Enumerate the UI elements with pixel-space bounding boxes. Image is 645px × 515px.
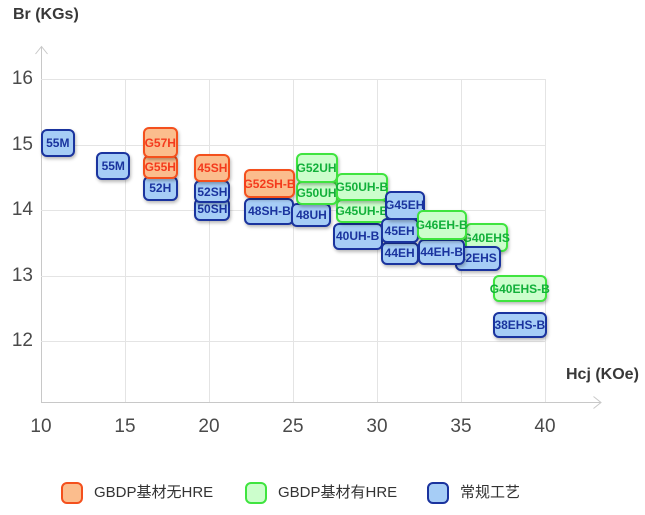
y-tick-label-16: 16 bbox=[11, 68, 33, 89]
grade-box-50sh: 50SH bbox=[194, 197, 231, 221]
grade-box-52sh: 52SH bbox=[194, 180, 231, 204]
gridline-x-25 bbox=[293, 79, 294, 402]
grade-box-g57h: G57H bbox=[142, 127, 178, 159]
y-tick-label-13: 13 bbox=[11, 264, 33, 286]
grade-box-40uh-b: 40UH-B bbox=[332, 222, 383, 250]
x-tick-label-40: 40 bbox=[534, 416, 556, 437]
grade-box-g46eh-b: G46EH-B bbox=[416, 210, 468, 241]
x-tick-label-20: 20 bbox=[198, 416, 220, 437]
grade-box-45eh: 45EH bbox=[380, 218, 419, 244]
y-tick-label-15: 15 bbox=[11, 133, 33, 155]
x-tick-label-30: 30 bbox=[366, 416, 388, 437]
grade-box-g50uh: G50UH bbox=[295, 180, 338, 205]
x-tick-label-25: 25 bbox=[282, 416, 304, 437]
grade-box-45sh: 45SH bbox=[194, 154, 231, 183]
grade-box-55m: 55M bbox=[96, 152, 131, 181]
grade-box-g52sh-b: G52SH-B bbox=[243, 169, 295, 199]
gridline-x-40 bbox=[545, 79, 546, 402]
x-tick-label-10: 10 bbox=[30, 416, 52, 437]
y-axis-title: Br (KGs) bbox=[13, 6, 79, 23]
grade-box-g52uh: G52UH bbox=[295, 153, 338, 184]
x-axis-title: Hcj (KOe) bbox=[566, 366, 639, 383]
grade-box-44eh-b: 44EH-B bbox=[418, 238, 466, 265]
grade-box-48uh: 48UH bbox=[291, 203, 332, 228]
grade-box-38ehs-b: 38EHS-B bbox=[492, 312, 547, 339]
x-tick-label-15: 15 bbox=[114, 416, 136, 437]
x-tick-label-35: 35 bbox=[450, 416, 472, 437]
grade-box-48sh-b: 48SH-B bbox=[244, 197, 295, 225]
grade-box-g50uh-b: G50UH-B bbox=[336, 173, 388, 202]
y-axis bbox=[35, 45, 48, 403]
grade-box-g55h: G55H bbox=[142, 155, 178, 180]
grade-box-52h: 52H bbox=[142, 175, 178, 201]
gridline-x-15 bbox=[125, 79, 126, 402]
grade-box-g40ehs-b: G40EHS-B bbox=[490, 275, 550, 303]
gridline-x-20 bbox=[209, 79, 210, 402]
grade-box-55m: 55M bbox=[40, 129, 75, 158]
grade-box-g45uh-b: G45UH-B bbox=[336, 199, 388, 224]
y-tick-label-12: 12 bbox=[11, 330, 33, 351]
grade-box-44eh: 44EH bbox=[380, 241, 419, 265]
x-axis bbox=[41, 396, 602, 409]
y-tick-label-14: 14 bbox=[11, 199, 33, 220]
